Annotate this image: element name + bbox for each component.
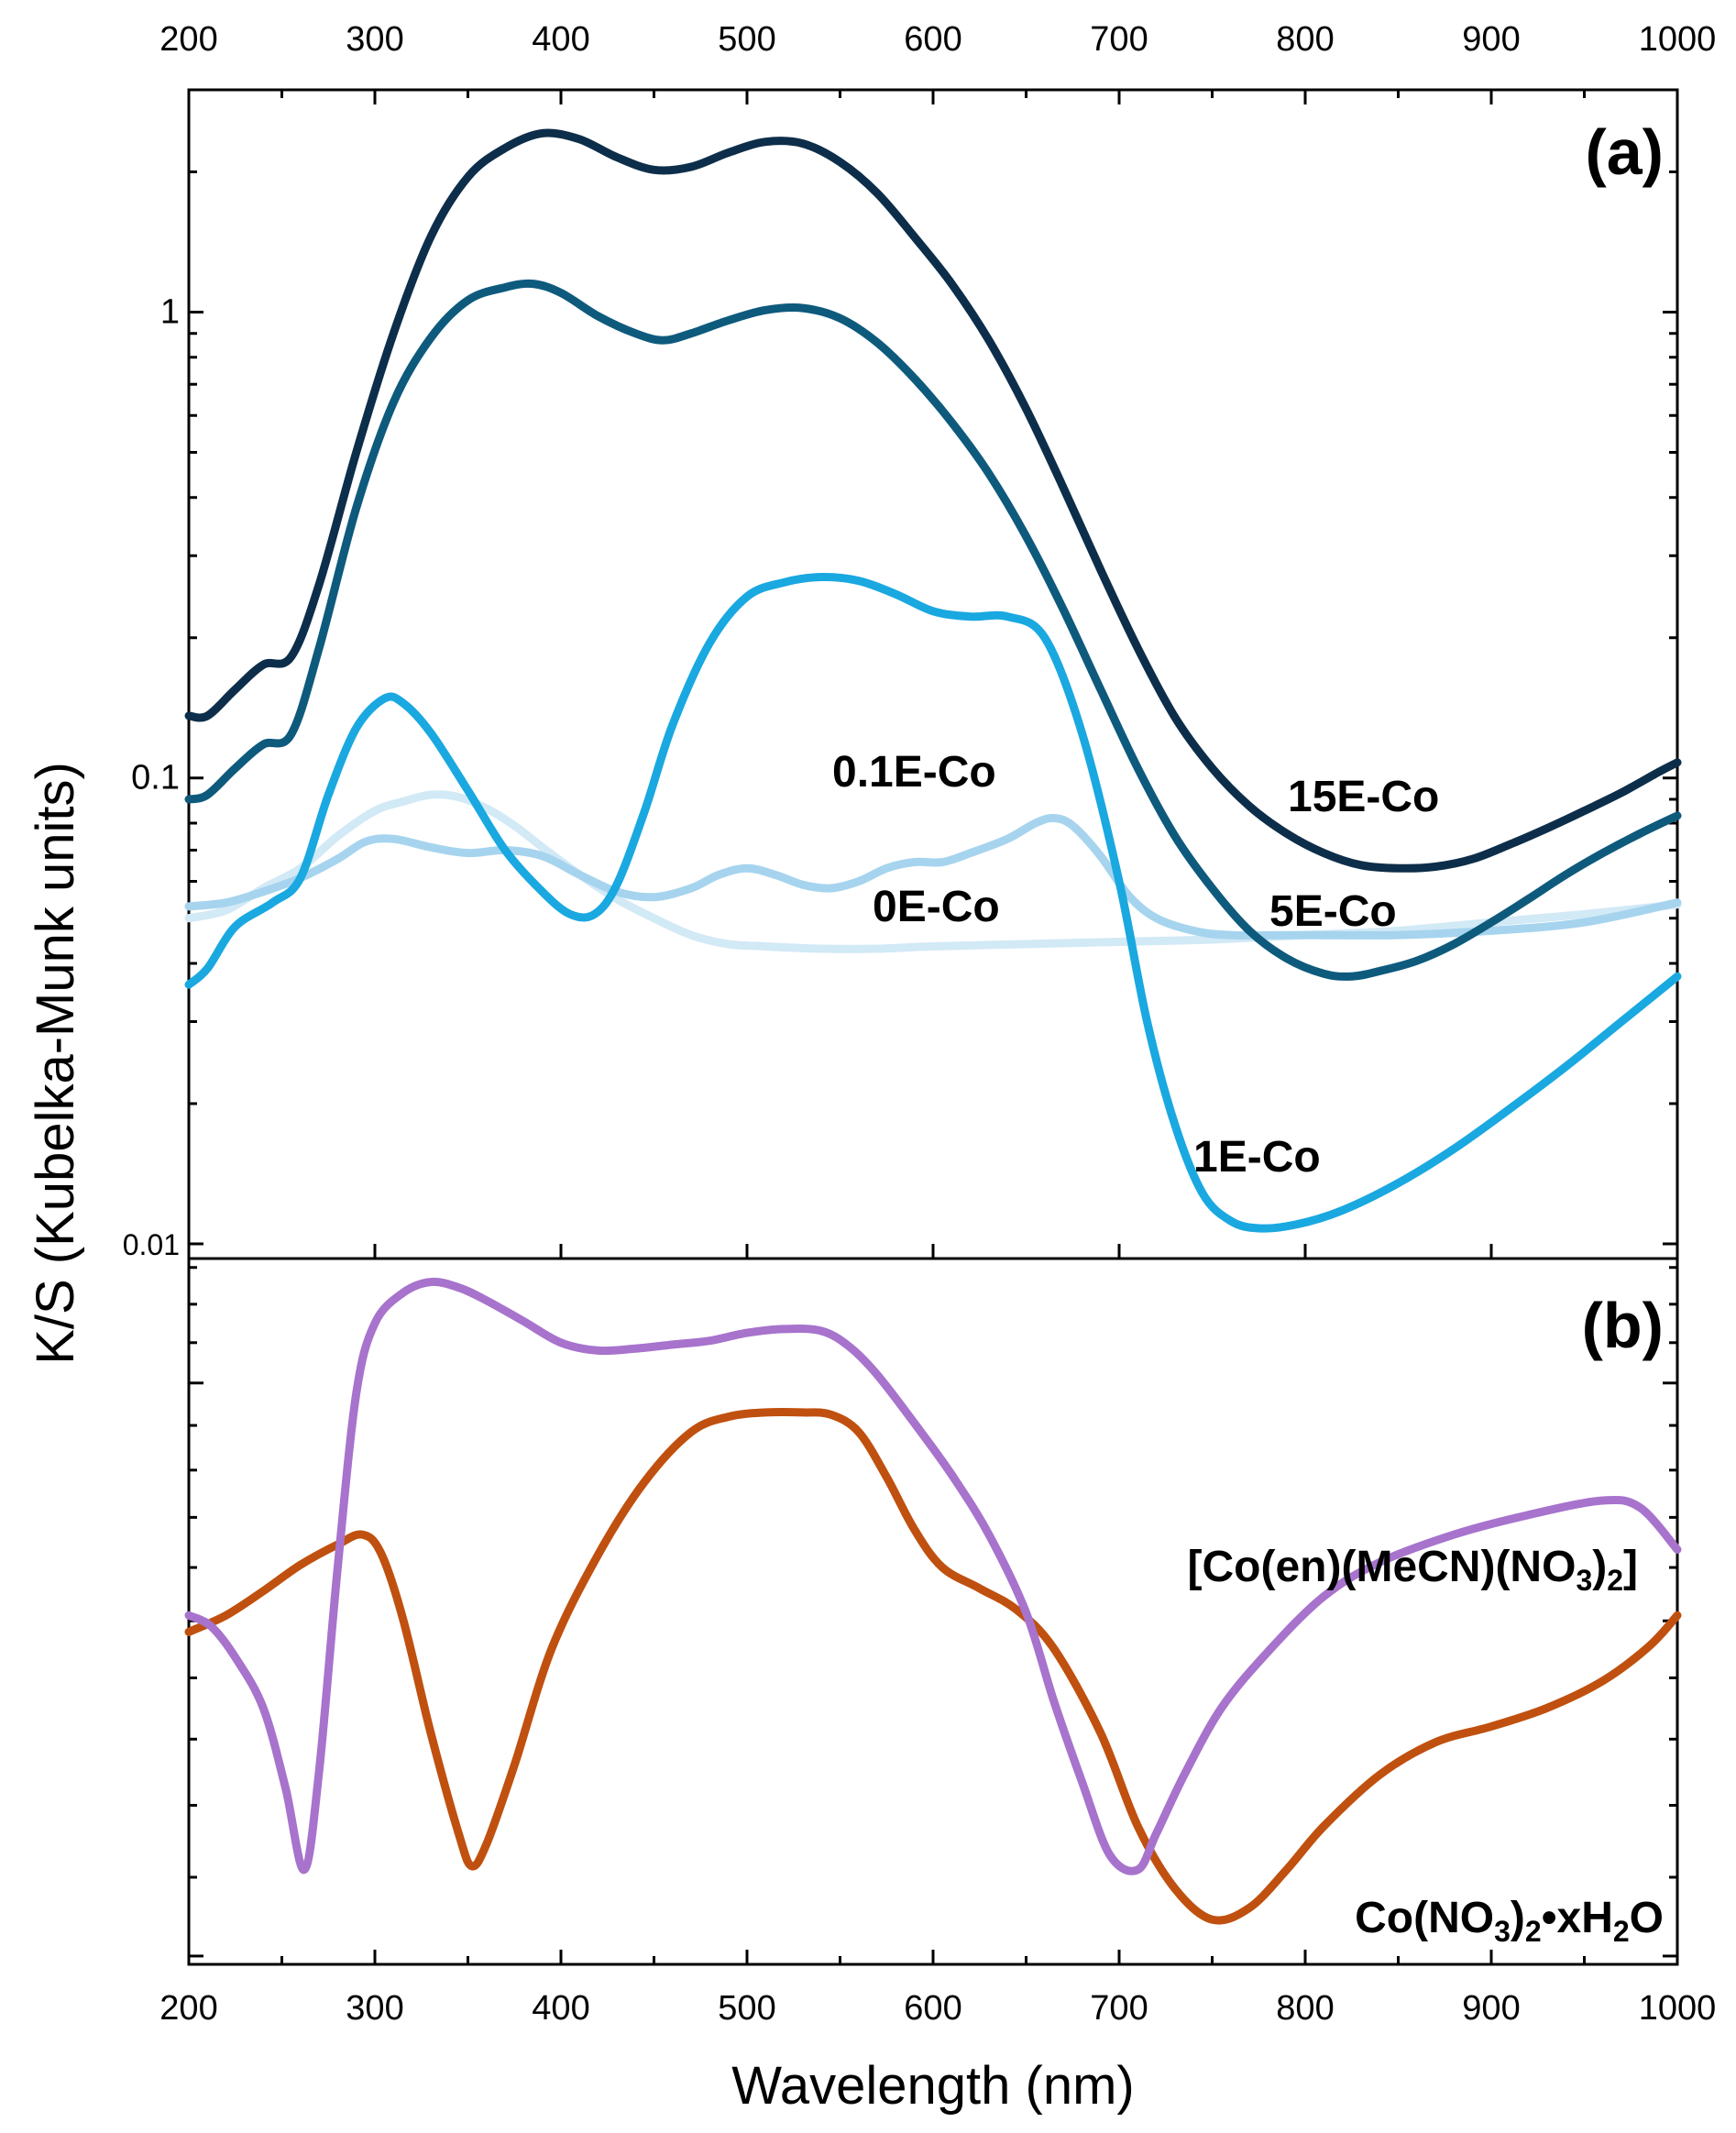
top-x-tick-label: 1000: [1639, 20, 1717, 59]
x-axis-title: Wavelength (nm): [731, 2056, 1134, 2116]
series-label-0e-co: 0E-Co: [873, 883, 1000, 931]
series-label-1e-co: 1E-Co: [1193, 1133, 1321, 1182]
y-tick-label: 0.1: [131, 759, 180, 797]
top-x-tick-label: 800: [1276, 20, 1334, 59]
series-label-5e-co: 5E-Co: [1269, 887, 1397, 936]
top-x-axis: 200 300 400 500 600 700 800 900 1000: [159, 20, 1716, 104]
panel-b-label: (b): [1582, 1290, 1664, 1361]
series-label-15e-co: 15E-Co: [1288, 773, 1439, 821]
panel-a-label: (a): [1585, 116, 1664, 188]
panel-b-frame: [187, 1257, 1679, 1966]
top-x-tick-label: 900: [1462, 20, 1520, 59]
top-x-tick-label: 700: [1090, 20, 1148, 59]
bottom-x-tick-label: 500: [718, 1989, 775, 2028]
bottom-x-tick-label: 1000: [1639, 1989, 1717, 2028]
bottom-x-tick-label: 900: [1462, 1989, 1520, 2028]
panel-b-series: [184, 1277, 1682, 1925]
series-line-0-1e-co: [184, 813, 1682, 940]
bottom-x-tick-label: 800: [1276, 1989, 1334, 2028]
series-label-0-1e-co: 0.1E-Co: [832, 748, 996, 797]
top-x-tick-label: 200: [159, 20, 217, 59]
top-x-tick-label: 600: [904, 20, 961, 59]
series-line-co-en-mecn-no3-2: [184, 1277, 1682, 1875]
series-label-co-no3-2-xh2o: Co(NO3)2•xH2O: [1355, 1894, 1664, 1948]
panel-a-y-axis: 0.01 0.1 1: [123, 88, 1677, 1261]
panel-divider-ticks: [187, 1244, 1679, 1259]
bottom-x-tick-label: 700: [1090, 1989, 1148, 2028]
y-axis-title: K/S (Kubelka-Munk units): [26, 762, 85, 1365]
panel-a-series: [184, 128, 1682, 1233]
series-label-co-en-mecn-no3-2: [Co(en)(MeCN)(NO3)2]: [1188, 1543, 1638, 1597]
series-line-5e-co: [184, 279, 1682, 981]
series-line-15e-co: [184, 128, 1682, 873]
top-x-tick-label: 400: [532, 20, 589, 59]
top-x-tick-label: 300: [346, 20, 403, 59]
top-x-tick-label: 500: [718, 20, 775, 59]
bottom-x-axis: 200 300 400 500 600 700 800 900 1000: [159, 1950, 1716, 2028]
bottom-x-tick-label: 400: [532, 1989, 589, 2028]
series-line-co-no3-2-xh2o: [184, 1407, 1682, 1925]
y-tick-label: 1: [160, 292, 180, 331]
bottom-x-tick-label: 600: [904, 1989, 961, 2028]
bottom-x-tick-label: 200: [159, 1989, 217, 2028]
panel-b-y-axis: [189, 1266, 1677, 1958]
y-tick-label: 0.01: [123, 1228, 180, 1261]
bottom-x-tick-label: 300: [346, 1989, 403, 2028]
series-line-1e-co: [184, 572, 1682, 1233]
